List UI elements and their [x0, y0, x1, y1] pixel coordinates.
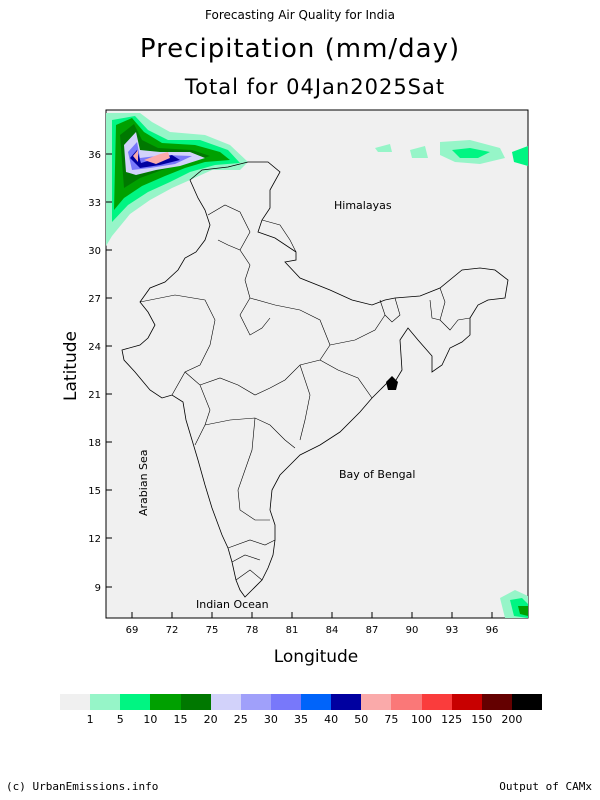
colorbar-tick-label: 125	[441, 713, 463, 726]
colorbar-swatch	[331, 694, 362, 710]
colorbar-tick-label: 5	[116, 713, 124, 726]
state-boundaries	[139, 204, 471, 581]
header-top-text: Forecasting Air Quality for India	[205, 8, 395, 22]
x-tick-label: 69	[126, 625, 139, 636]
colorbar-swatch	[481, 694, 512, 710]
colorbar-swatch	[391, 694, 422, 710]
colorbar-tick-label: 35	[294, 713, 308, 726]
y-tick-label: 12	[88, 534, 101, 545]
x-tick-label: 78	[246, 625, 259, 636]
colorbar-swatch	[361, 694, 392, 710]
x-tick-label: 87	[366, 625, 379, 636]
y-tick-label: 30	[88, 246, 101, 257]
colorbar-swatch	[511, 694, 542, 710]
colorbar-tick-label: 15	[173, 713, 188, 726]
precip-region-southeast	[500, 590, 528, 618]
footer-source: Output of CAMx	[499, 780, 592, 793]
india-outline	[121, 161, 509, 598]
colorbar-swatch	[240, 694, 271, 710]
precip-region-northwest	[106, 113, 248, 246]
x-tick-label: 90	[406, 625, 419, 636]
colorbar-tick-label: 150	[471, 713, 493, 726]
colorbar-tick-label: 200	[501, 713, 523, 726]
y-tick-label: 36	[88, 150, 101, 161]
y-tick-label: 21	[88, 390, 101, 401]
y-tick-label: 15	[88, 486, 101, 497]
label-himalayas: Himalayas	[334, 199, 392, 212]
label-indian-ocean: Indian Ocean	[196, 598, 269, 611]
y-tick-label: 9	[95, 583, 101, 594]
colorbar-swatch	[270, 694, 301, 710]
footer-credit: (c) UrbanEmissions.info	[6, 780, 159, 793]
x-tick-label: 84	[326, 625, 339, 636]
colorbar-swatch	[60, 694, 91, 710]
label-arabian-sea: Arabian Sea	[137, 449, 150, 516]
axis-ticks	[106, 153, 493, 618]
y-axis-title: Latitude	[61, 331, 81, 401]
map-frame	[105, 109, 529, 619]
colorbar-tick-label: 30	[263, 713, 278, 726]
map-canvas: 69 72 75 78 81 84 87 90 93 96 36 33 30 2…	[61, 109, 529, 667]
colorbar-swatch	[150, 694, 181, 710]
colorbar-tick-label: 20	[203, 713, 218, 726]
colorbar-tick-label: 25	[233, 713, 248, 726]
colorbar	[60, 694, 542, 710]
colorbar-tick-label: 10	[143, 713, 158, 726]
y-tick-label: 33	[88, 198, 101, 209]
x-tick-label: 81	[286, 625, 299, 636]
y-tick-label: 24	[88, 342, 101, 353]
label-bay-of-bengal: Bay of Bengal	[339, 468, 415, 481]
colorbar-tick-label: 50	[354, 713, 369, 726]
colorbar-swatch	[180, 694, 211, 710]
chart-title: Precipitation (mm/day)	[139, 34, 461, 64]
colorbar-swatch	[301, 694, 332, 710]
coastal-delta-mark	[386, 376, 398, 390]
colorbar-tick-label: 75	[384, 713, 399, 726]
colorbar-swatch	[421, 694, 452, 710]
colorbar-swatch	[90, 694, 121, 710]
x-tick-label: 93	[446, 625, 459, 636]
precip-region-northeast	[375, 140, 528, 166]
y-tick-label: 27	[88, 294, 101, 305]
colorbar-tick-label: 100	[411, 713, 432, 726]
colorbar-swatch	[451, 694, 482, 710]
y-tick-label: 18	[88, 438, 101, 449]
colorbar-swatch	[120, 694, 151, 710]
x-axis-title: Longitude	[274, 647, 359, 667]
x-tick-label: 96	[486, 625, 499, 636]
chart-subtitle: Total for 04Jan2025Sat	[184, 75, 446, 99]
colorbar-tick-label: 40	[324, 713, 339, 726]
colorbar-swatch	[210, 694, 241, 710]
colorbar-tick-label: 1	[86, 713, 94, 726]
x-tick-label: 72	[166, 625, 179, 636]
x-tick-label: 75	[206, 625, 219, 636]
